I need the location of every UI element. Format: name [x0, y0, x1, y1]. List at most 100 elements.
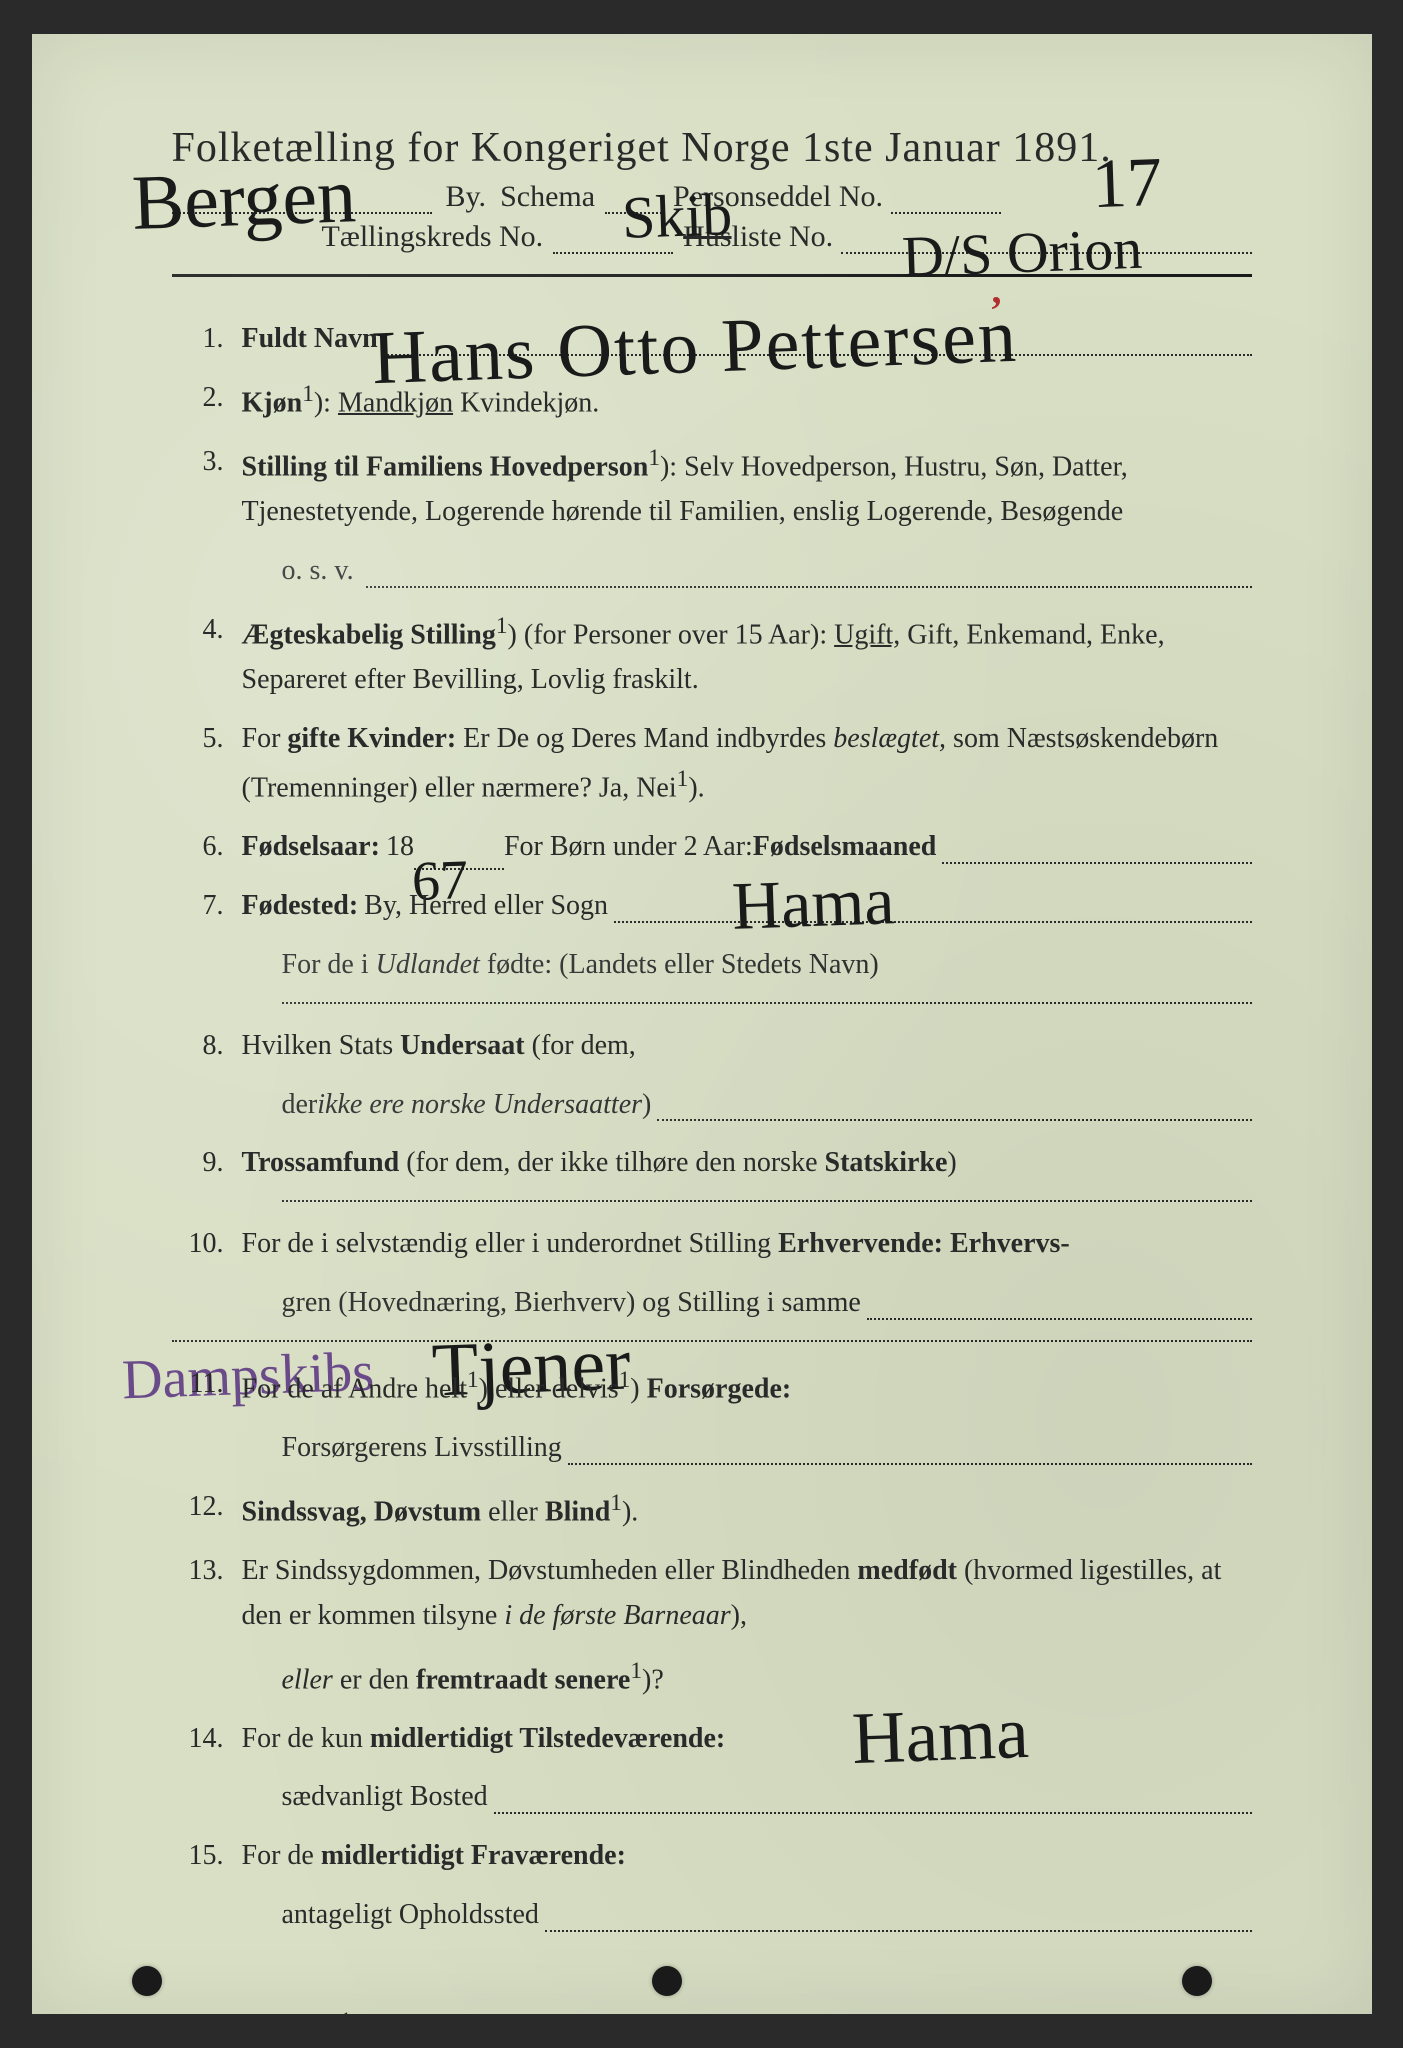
item-2-opt2: Kvindekjøn. — [453, 387, 599, 418]
header-row-2: Tællingskreds No. Husliste No. — [172, 220, 1252, 254]
item-11-cont-text: Forsørgerens Livsstilling — [282, 1426, 562, 1471]
item-11-sup2: 1 — [619, 1367, 631, 1393]
item-9-rest2: ) — [947, 1147, 956, 1178]
item-6-label2: Fødselsmaaned — [753, 825, 937, 870]
item-13-num: 13. — [172, 1549, 242, 1639]
kreds-blank — [553, 252, 673, 254]
item-6-rest2: For Børn under 2 Aar: — [504, 825, 753, 870]
item-9-num: 9. — [172, 1141, 242, 1186]
footnote: 1) De for hvert Tilfælde passende Ord un… — [172, 2008, 1252, 2044]
item-12-sup: 1 — [610, 1490, 622, 1516]
item-8-text: Hvilken Stats — [242, 1030, 401, 1061]
item-7-cont-post: fødte: (Landets eller Stedets Navn) — [480, 949, 879, 980]
item-8-cont: der ikke ere norske Undersaatter) — [172, 1083, 1252, 1128]
item-14-cont-text: sædvanligt Bosted — [282, 1775, 488, 1820]
header-rule — [172, 274, 1252, 277]
item-2-opt1: Mandkjøn — [338, 387, 453, 418]
item-8-rest: (for dem, — [525, 1030, 636, 1061]
item-3-cont: o. s. v. — [172, 549, 1252, 594]
item-12-mid: eller — [481, 1496, 545, 1527]
schema-blank — [605, 212, 665, 214]
item-14-cont: sædvanligt Bosted — [172, 1775, 1252, 1820]
footnote-sup: 1 — [341, 2008, 356, 2032]
item-5-bold: gifte Kvinder: — [287, 723, 456, 754]
item-7-cont-blank — [282, 1002, 1252, 1004]
item-12: 12. Sindssvag, Døvstum eller Blind1). — [172, 1485, 1252, 1535]
item-14: 14. For de kun midlertidigt Tilstedevære… — [172, 1717, 1252, 1762]
item-15-blank — [545, 1930, 1252, 1932]
item-8-bold: Undersaat — [400, 1030, 524, 1061]
item-13-rest2: ), — [731, 1600, 747, 1631]
item-12-label: Sindssvag, Døvstum — [242, 1496, 482, 1527]
item-1-label: Fuldt Navn — [242, 317, 378, 362]
item-4-rest: ) (for Personer over 15 Aar): — [508, 619, 835, 650]
punch-hole — [132, 1966, 162, 1996]
item-9-label: Trossamfund — [242, 1147, 400, 1178]
item-7-blank — [614, 921, 1251, 923]
item-2-body: Kjøn1): Mandkjøn Kvindekjøn. — [242, 376, 1252, 426]
item-6-rest: 18 — [386, 825, 414, 870]
item-13-cont-mid: er den — [333, 1664, 416, 1695]
punch-hole — [652, 1966, 682, 1996]
item-11-body: For de af Andre helt1) eller delvis1) Fo… — [242, 1362, 1252, 1412]
footnote-text: ) De for hvert Tilfælde passende Ord und… — [355, 2013, 1082, 2042]
item-4-body: Ægteskabelig Stilling1) (for Personer ov… — [242, 608, 1252, 703]
item-10-blank — [172, 1340, 1252, 1342]
item-4-ugift: Ugift, — [834, 619, 900, 650]
item-13-body: Er Sindssygdommen, Døvstumheden eller Bl… — [242, 1549, 1252, 1639]
item-5-num: 5. — [172, 717, 242, 812]
item-3-label: Stilling til Familiens Hovedperson — [242, 451, 649, 482]
item-13-cont-sup: 1 — [630, 1658, 642, 1684]
item-6-year-blank — [414, 868, 504, 870]
item-1-num: 1. — [172, 317, 242, 362]
husliste-blank — [841, 252, 1251, 254]
item-10-text: For de i selvstændig eller i underordnet… — [242, 1228, 779, 1259]
item-3-body: Stilling til Familiens Hovedperson1): Se… — [242, 440, 1252, 535]
item-6-label: Fødselsaar: — [242, 825, 380, 870]
item-12-label2: Blind — [545, 1496, 610, 1527]
item-9-blank-row — [172, 1200, 1252, 1208]
item-11: 11. For de af Andre helt1) eller delvis1… — [172, 1362, 1252, 1412]
personseddel-blank — [891, 212, 1001, 214]
item-5-sup: 1 — [677, 766, 689, 792]
item-5-rest: Er De og Deres Mand indbyrdes — [456, 723, 833, 754]
item-13-cont-end: )? — [642, 1664, 664, 1695]
item-5: 5. For gifte Kvinder: Er De og Deres Man… — [172, 717, 1252, 812]
item-3-sup: 1 — [648, 445, 660, 471]
item-7-cont-blank-row — [172, 1002, 1252, 1010]
item-11-sup: 1 — [467, 1367, 479, 1393]
item-10-blank-row — [172, 1340, 1252, 1348]
item-15-cont-text: antageligt Opholdssted — [282, 1893, 539, 1938]
item-4-label: Ægteskabelig Stilling — [242, 619, 496, 650]
item-9: 9. Trossamfund (for dem, der ikke tilhør… — [172, 1141, 1252, 1186]
item-15-body: For de midlertidigt Fraværende: — [242, 1834, 1252, 1879]
item-8: 8. Hvilken Stats Undersaat (for dem, — [172, 1024, 1252, 1069]
item-6-body: Fødselsaar: 18 For Børn under 2 Aar: Fød… — [242, 825, 1252, 870]
item-4: 4. Ægteskabelig Stilling1) (for Personer… — [172, 608, 1252, 703]
husliste-label: Husliste No. — [683, 220, 833, 254]
form-title: Folketælling for Kongeriget Norge 1ste J… — [172, 124, 1252, 172]
item-13-cont-bold: fremtraadt senere — [416, 1664, 630, 1695]
punch-hole — [1182, 1966, 1212, 1996]
item-13-cont: eller er den fremtraadt senere1)? — [172, 1653, 1252, 1703]
item-7-num: 7. — [172, 884, 242, 929]
item-8-cont-post: ) — [642, 1083, 651, 1128]
item-12-num: 12. — [172, 1485, 242, 1535]
item-14-body: For de kun midlertidigt Tilstedeværende: — [242, 1717, 1252, 1762]
item-2-label: Kjøn — [242, 387, 303, 418]
item-10-body: For de i selvstændig eller i underordnet… — [242, 1222, 1252, 1267]
item-11-text: For de af Andre helt — [242, 1373, 468, 1404]
item-3-num: 3. — [172, 440, 242, 535]
item-3-cont-blank — [366, 549, 1252, 588]
item-6: 6. Fødselsaar: 18 For Børn under 2 Aar: … — [172, 825, 1252, 870]
item-15-bold: midlertidigt Fraværende: — [321, 1840, 626, 1871]
item-11-mid: ) eller delvis — [479, 1373, 619, 1404]
item-10-num: 10. — [172, 1222, 242, 1267]
item-1-body: Fuldt Navn — [242, 317, 1252, 362]
item-12-body: Sindssvag, Døvstum eller Blind1). — [242, 1485, 1252, 1535]
item-15-num: 15. — [172, 1834, 242, 1879]
item-10-cont-blank — [867, 1318, 1252, 1320]
item-8-blank — [657, 1119, 1251, 1121]
item-6-month-blank — [942, 862, 1251, 864]
item-4-num: 4. — [172, 608, 242, 703]
